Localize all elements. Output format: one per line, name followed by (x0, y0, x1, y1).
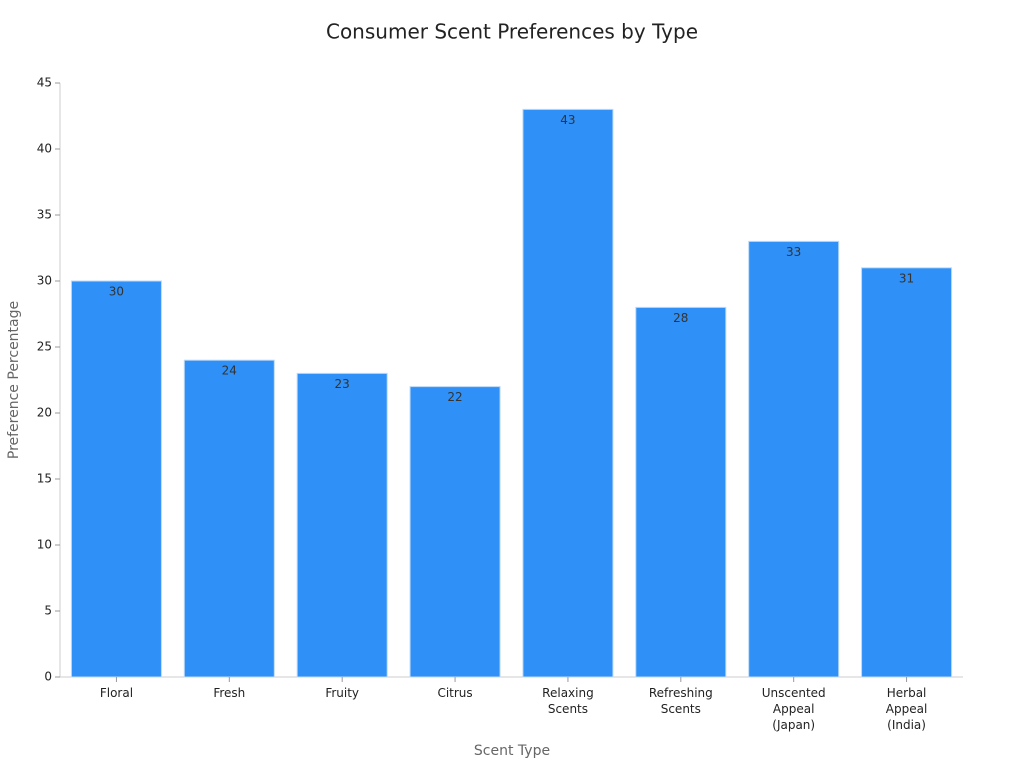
x-tick-label: Citrus (437, 686, 473, 700)
x-tick-label: Relaxing Scents (542, 686, 594, 716)
x-tick-label: Fruity (325, 686, 360, 700)
bar (296, 372, 388, 678)
y-tick-label: 25 (37, 340, 52, 354)
y-tick-label: 30 (37, 274, 52, 288)
y-tick-label: 5 (44, 604, 52, 618)
value-label: 22 (447, 390, 462, 404)
value-label: 31 (899, 271, 914, 285)
x-tick-label: Fresh (213, 686, 246, 700)
y-tick-label: 40 (37, 142, 52, 156)
value-label: 28 (673, 311, 688, 325)
bar (183, 359, 275, 678)
y-tick-label: 0 (44, 670, 52, 684)
value-label: 33 (786, 245, 801, 259)
bar (635, 306, 727, 678)
y-tick-label: 45 (37, 76, 52, 90)
chart-title: Consumer Scent Preferences by Type (326, 20, 698, 44)
y-tick-label: 20 (37, 406, 52, 420)
value-label: 30 (109, 285, 124, 299)
y-tick-label: 35 (37, 208, 52, 222)
value-label: 23 (335, 377, 350, 391)
x-tick-label: Unscented Appeal (Japan) (761, 686, 826, 732)
bar (861, 267, 953, 678)
y-tick-label: 10 (37, 538, 52, 552)
bar (522, 108, 614, 678)
value-label: 24 (222, 364, 237, 378)
x-tick-label: Refreshing Scents (648, 686, 713, 716)
x-tick-label: Floral (99, 686, 134, 700)
x-tick-label: Herbal Appeal (India) (885, 686, 928, 732)
bar (748, 240, 840, 678)
y-tick-label: 15 (37, 472, 52, 486)
value-label: 43 (560, 113, 575, 127)
x-axis-label: Scent Type (474, 743, 550, 759)
y-axis-label: Preference Percentage (6, 301, 22, 459)
bar (409, 386, 501, 678)
bar (70, 280, 162, 678)
